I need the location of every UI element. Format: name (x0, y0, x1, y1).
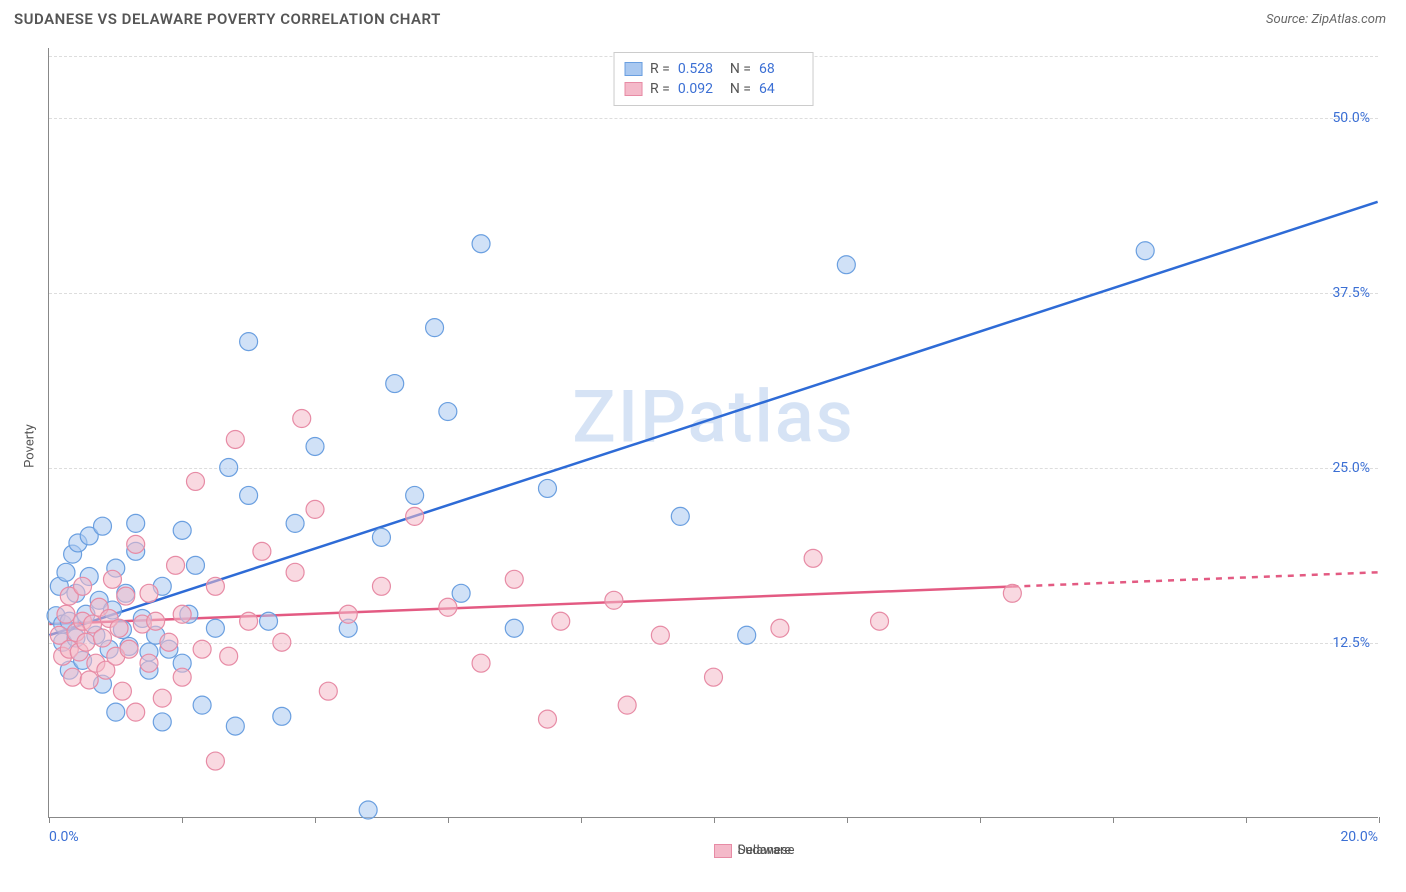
legend-row-sudanese: R = 0.528 N = 68 (624, 59, 803, 79)
swatch-delaware-icon (714, 844, 732, 858)
swatch-sudanese (624, 62, 642, 76)
plot-area: 12.5%25.0%37.5%50.0% ZIPatlas R = 0.528 … (48, 48, 1378, 818)
legend-delaware: Delaware (714, 843, 792, 858)
x-max-label: 20.0% (1340, 829, 1378, 845)
chart-title: SUDANESE VS DELAWARE POVERTY CORRELATION… (14, 10, 441, 28)
legend-row-delaware: R = 0.092 N = 64 (624, 79, 803, 99)
swatch-delaware (624, 82, 642, 96)
x-min-label: 0.0% (49, 829, 79, 845)
y-axis-label: Poverty (22, 424, 37, 468)
source-label: Source: ZipAtlas.com (1266, 12, 1386, 27)
scatter-points (49, 48, 1378, 817)
correlation-legend: R = 0.528 N = 68 R = 0.092 N = 64 (613, 52, 814, 106)
